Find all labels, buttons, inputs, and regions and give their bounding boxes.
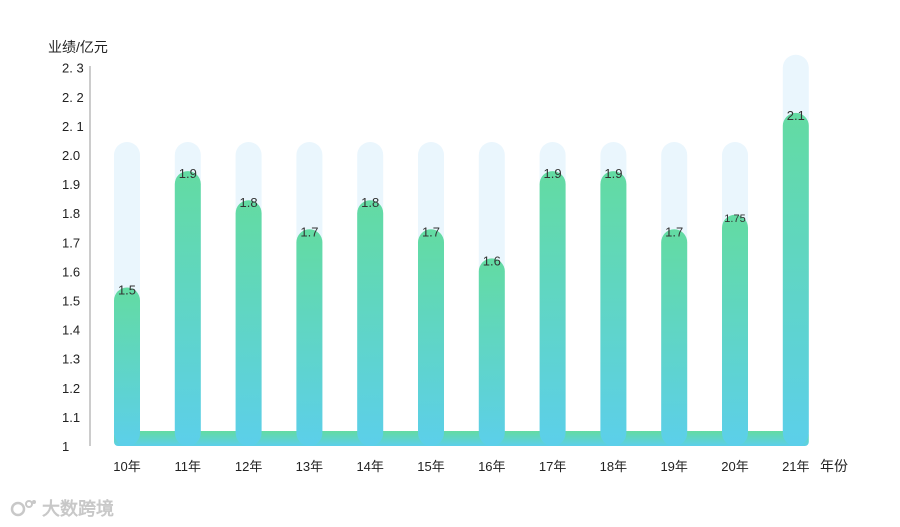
y-tick-label: 2.0 xyxy=(62,148,80,163)
logo-icon xyxy=(10,500,36,517)
x-tick-label: 16年 xyxy=(478,459,505,474)
bar xyxy=(235,200,262,446)
bar xyxy=(357,200,384,446)
watermark-text: 大数跨境 xyxy=(42,499,114,520)
x-tick-label: 20年 xyxy=(721,459,748,474)
value-label: 1.9 xyxy=(179,166,197,181)
value-label: 1.9 xyxy=(604,166,622,181)
y-tick-label: 1.9 xyxy=(62,177,80,192)
x-tick-labels: 10年 11年 12年 13年 14年 15年 16年 17年 18年 19年 20年 21年 xyxy=(113,459,809,474)
x-tick-label: 15年 xyxy=(417,459,444,474)
bar xyxy=(418,229,444,446)
y-tick-label: 1.7 xyxy=(62,235,80,250)
watermark: 大数跨境 xyxy=(10,495,114,521)
value-label: 1.9 xyxy=(544,166,562,181)
y-tick-label: 1.5 xyxy=(62,294,80,309)
x-tick-label: 10年 xyxy=(113,459,140,474)
bar xyxy=(114,287,140,446)
value-label: 1.75 xyxy=(724,213,745,225)
y-tick-label: 2. 1 xyxy=(62,119,84,134)
baseline-band xyxy=(114,431,809,446)
value-label: 1.8 xyxy=(361,195,379,210)
x-tick-label: 19年 xyxy=(660,459,687,474)
bar xyxy=(478,258,505,446)
value-label: 1.5 xyxy=(118,283,136,298)
value-label: 1.7 xyxy=(300,224,318,239)
bar xyxy=(661,229,688,446)
y-tick-label: 1 xyxy=(62,439,69,454)
bar xyxy=(296,229,323,446)
x-tick-label: 17年 xyxy=(539,459,566,474)
value-label: 2.1 xyxy=(787,108,805,123)
value-label: 1.6 xyxy=(483,253,501,268)
y-tick-label: 2. 3 xyxy=(62,61,84,76)
bar xyxy=(539,171,566,446)
y-tick-label: 1.2 xyxy=(62,381,80,396)
value-label: 1.8 xyxy=(240,195,258,210)
y-axis-title: 业绩/亿元 xyxy=(48,39,108,55)
y-tick-labels: 1 1.1 1.2 1.3 1.4 1.5 1.6 1.7 1.8 1.9 2.0 2. 1 2. 2 2… xyxy=(62,61,84,454)
x-tick-label: 13年 xyxy=(296,459,323,474)
value-label: 1.7 xyxy=(422,224,440,239)
y-tick-label: 1.4 xyxy=(62,323,80,338)
y-tick-label: 1.8 xyxy=(62,206,80,221)
bar xyxy=(600,171,627,446)
value-label: 1.7 xyxy=(665,224,683,239)
x-tick-label: 18年 xyxy=(600,459,627,474)
x-tick-label: 21年 xyxy=(782,459,809,474)
value-labels: 1.5 1.9 1.8 1.7 1.8 1.7 1.6 1.9 1.9 1.7 1.75 2.1 xyxy=(118,108,805,298)
bar xyxy=(722,214,748,446)
x-tick-label: 12年 xyxy=(235,459,262,474)
x-axis-title: 年份 xyxy=(820,458,848,474)
x-tick-label: 11年 xyxy=(175,459,202,474)
y-tick-label: 1.3 xyxy=(62,352,80,367)
x-tick-label: 14年 xyxy=(356,459,383,474)
y-tick-label: 1.6 xyxy=(62,264,80,279)
bar xyxy=(782,112,809,447)
background-tracks xyxy=(114,54,809,446)
y-tick-label: 1.1 xyxy=(62,410,80,425)
y-tick-label: 2. 2 xyxy=(62,90,84,105)
bar xyxy=(174,171,201,446)
bars xyxy=(114,112,809,447)
